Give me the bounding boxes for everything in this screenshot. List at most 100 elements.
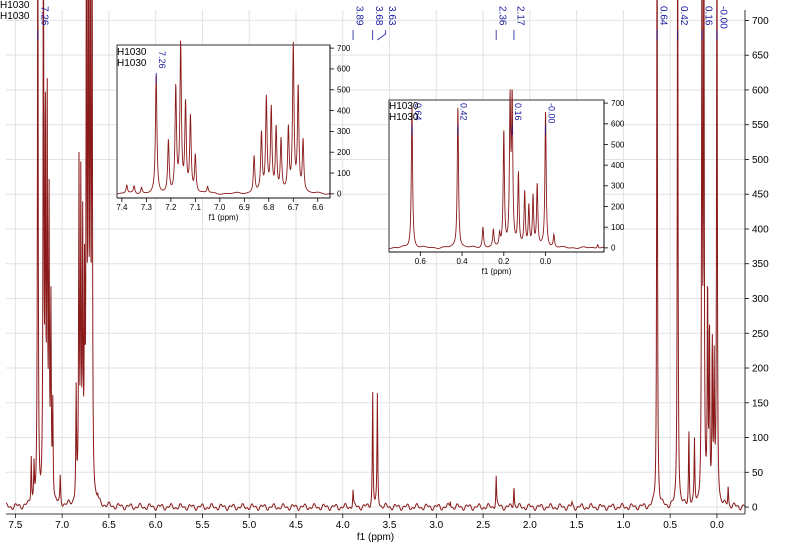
main-trace (6, 0, 745, 512)
main-y-tick-label: 0 (752, 503, 758, 514)
aro-x-tick-label: 7.0 (214, 203, 226, 212)
main-y-tick-label: 300 (752, 294, 769, 305)
main-x-tick-label: 3.0 (429, 520, 443, 531)
main-x-tick-label: 1.0 (616, 520, 630, 531)
aro-peak-label: 7.26 (157, 51, 167, 69)
main-peak-label: 0.64 (658, 6, 669, 26)
main-y-tick-label: 250 (752, 329, 769, 340)
main-peak-label-group: 2.17 (513, 6, 525, 40)
aro-x-axis-label: f1 (ppm) (209, 213, 239, 222)
main-y-tick-label: 50 (752, 468, 764, 479)
aro-x-tick-label: 6.7 (288, 203, 300, 212)
ali-y-tick-label: 300 (611, 182, 625, 191)
main-x-tick-label: 2.5 (476, 520, 490, 531)
main-y-tick-label: 100 (752, 433, 769, 444)
main-y-tick-label: 500 (752, 155, 769, 166)
ali-x-tick-label: 0.2 (498, 257, 510, 266)
ali-x-tick-label: 0.4 (456, 257, 468, 266)
aro-frame (116, 44, 331, 199)
aro-x-tick-label: 7.2 (165, 203, 177, 212)
ali-y-tick-label: 400 (611, 161, 625, 170)
main-peak-label-group: 3.63 (377, 6, 397, 41)
inset-aliphatic-title: H1030 H1030 (389, 101, 418, 123)
main-x-tick-label: 6.0 (149, 520, 163, 531)
main-peak-label-group: -0.00 (716, 6, 728, 40)
main-peak-label-group: 3.89 (352, 6, 365, 40)
main-peak-label-group: 3.68 (372, 6, 384, 40)
ali-y-tick-label: 700 (611, 99, 625, 108)
main-peak-label-group: 0.64 (656, 6, 669, 40)
sample-title: H1030 H1030 (0, 0, 29, 22)
main-y-tick-label: 550 (752, 120, 769, 131)
ali-peak-label-group: 0.42 (457, 103, 469, 135)
aro-x-tick-label: 7.3 (141, 203, 153, 212)
main-peak-label: 7.26 (38, 6, 49, 26)
main-y-tick-label: 200 (752, 364, 769, 375)
inset-aromatic-title-line2: H1030 (117, 58, 147, 69)
aro-y-tick-label: 0 (337, 190, 342, 199)
main-peak-label: 3.63 (386, 6, 397, 26)
ali-peak-label-group: 0.16 (511, 103, 523, 135)
main-x-tick-label: 4.0 (336, 520, 350, 531)
main-x-tick-label: 0.5 (663, 520, 677, 531)
ali-y-tick-label: 200 (611, 202, 625, 211)
sample-title-line2: H1030 (0, 11, 30, 22)
sample-title-line1: H1030 (0, 0, 30, 11)
main-x-tick-label: 1.5 (570, 520, 584, 531)
ali-x-axis-label: f1 (ppm) (482, 267, 512, 276)
ali-peak-label-group: -0.00 (545, 103, 556, 135)
inset-aliphatic-title-line1: H1030 (389, 101, 419, 112)
aro-trace (117, 40, 330, 195)
inset-aliphatic-title-line2: H1030 (389, 112, 419, 123)
aro-x-tick-label: 7.1 (190, 203, 202, 212)
main-x-tick-label: 7.5 (8, 520, 22, 531)
main-peak-label: 2.17 (514, 6, 525, 26)
main-peak-label: 2.36 (497, 6, 508, 26)
main-y-tick-label: 650 (752, 51, 769, 62)
main-x-tick-label: 4.5 (289, 520, 303, 531)
aro-y-tick-label: 500 (337, 86, 351, 95)
aro-y-tick-label: 400 (337, 106, 351, 115)
main-peak-label-group: 2.36 (495, 6, 508, 40)
main-x-tick-label: 5.5 (195, 520, 209, 531)
main-y-tick-label: 400 (752, 224, 769, 235)
aro-y-tick-label: 100 (337, 169, 351, 178)
inset-aromatic-title-line1: H1030 (117, 47, 147, 58)
ali-y-tick-label: 0 (611, 244, 616, 253)
main-y-tick-label: 450 (752, 190, 769, 201)
aro-peak-label-group: 7.26 (155, 51, 167, 83)
main-peak-label-leader (377, 33, 386, 41)
aro-x-tick-label: 6.8 (263, 203, 275, 212)
inset-aromatic-zoom: 7.4 7.3 7.2 7.1 7.0 6.9 6.8 6.7 6.6 f1 (ppm) 0 100 2… (116, 40, 351, 222)
main-peak-label: 0.42 (678, 6, 689, 26)
main-peak-label-group: 0.42 (677, 6, 689, 40)
ali-peak-label: 0.16 (513, 103, 523, 121)
main-peak-label: 3.89 (354, 6, 365, 26)
aro-x-tick-label: 6.6 (312, 203, 324, 212)
ali-peak-label: 0.64 (413, 103, 423, 121)
aro-x-tick-label: 6.9 (239, 203, 251, 212)
main-peak-label-group: 7.26 (37, 6, 49, 40)
main-y-tick-label: 700 (752, 16, 769, 27)
main-x-axis-label: f1 (ppm) (357, 532, 394, 543)
main-x-tick-label: 5.0 (242, 520, 256, 531)
aro-y-tick-label: 700 (337, 44, 351, 53)
inset-aromatic-title: H1030 H1030 (117, 47, 146, 69)
aro-y-tick-label: 300 (337, 127, 351, 136)
main-y-tick-label: 150 (752, 398, 769, 409)
ali-peak-label-group: 0.64 (411, 103, 423, 135)
main-x-tick-label: 3.5 (383, 520, 397, 531)
ali-x-tick-label: 0.6 (415, 257, 427, 266)
ali-y-tick-label: 500 (611, 140, 625, 149)
main-x-tick-label: 7.0 (55, 520, 69, 531)
ali-peak-label: 0.42 (459, 103, 469, 121)
main-y-tick-label: 600 (752, 85, 769, 96)
main-x-tick-label: 2.0 (523, 520, 537, 531)
main-x-tick-label: 6.5 (102, 520, 116, 531)
main-peak-label: -0.00 (717, 6, 728, 29)
inset-aliphatic-zoom: 0.6 0.4 0.2 0.0 f1 (ppm) 0 100 200 300 400 500 600 7… (388, 89, 625, 276)
ali-y-tick-label: 100 (611, 223, 625, 232)
main-peak-label-group: 0.16 (701, 6, 713, 40)
main-y-tick-label: 350 (752, 259, 769, 270)
